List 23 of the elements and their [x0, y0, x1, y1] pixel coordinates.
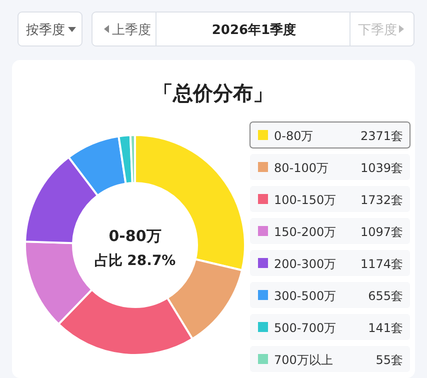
data-label: 1174套 [360, 257, 403, 271]
legend-label: 0-80万 [274, 129, 314, 143]
text: 上季度 [112, 22, 151, 38]
data-label: 1732套 [360, 193, 403, 207]
data-label: 141套 [368, 321, 403, 335]
data-label: 55套 [376, 353, 403, 367]
text: 下季度 [358, 22, 397, 38]
text: 2026年1季度 [212, 22, 296, 38]
legend-label: 100-150万 [274, 193, 336, 207]
text: 占比 28.7% [94, 253, 176, 269]
text: 按季度 [26, 22, 65, 38]
chart-title: 「总价分布」 [153, 81, 273, 105]
legend-label: 700万以上 [274, 353, 333, 367]
data-label: 2371套 [360, 129, 403, 143]
data-label: 1039套 [360, 161, 403, 175]
legend-label: 150-200万 [274, 225, 336, 239]
legend-label: 500-700万 [274, 321, 336, 335]
legend-label: 300-500万 [274, 289, 336, 303]
legend-label: 80-100万 [274, 161, 329, 175]
data-label: 655套 [368, 289, 403, 303]
data-label: 1097套 [360, 225, 403, 239]
text: 0-80万 [108, 227, 162, 245]
legend-label: 200-300万 [274, 257, 336, 271]
